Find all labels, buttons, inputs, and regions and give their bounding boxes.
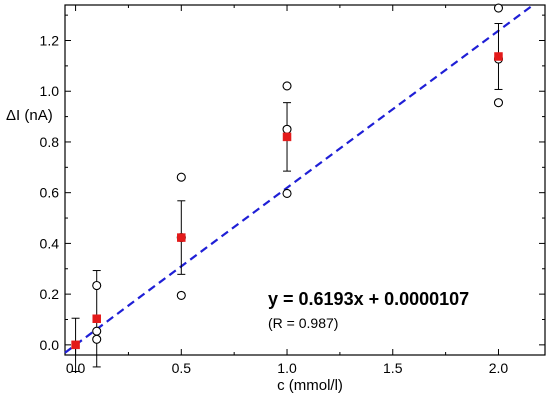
y-tick-label: 0.0 [40,337,60,353]
mean-point-square [92,314,101,323]
data-point-circle [282,81,292,91]
data-point-circle [282,188,292,198]
data-point-circle [493,3,504,13]
x-tick-label: 1.5 [383,360,403,376]
fit-equation: y = 0.6193x + 0.0000107 [268,289,469,309]
data-points [71,3,504,350]
data-point-circle [176,290,186,300]
mean-point-square [177,233,186,242]
y-tick-label: 0.4 [40,235,60,251]
y-axis-label: ΔI (nA) [6,107,53,124]
mean-point-square [71,340,80,350]
x-tick-label: 2.0 [489,360,509,376]
mean-point-square [494,52,503,61]
x-tick-label: 1.0 [277,360,297,376]
axes [64,4,546,356]
y-tick-label: 1.2 [40,33,60,49]
y-tick-label: 0.6 [40,185,60,201]
plot-frame [64,4,546,356]
data-point-circle [493,98,504,108]
data-point-circle [92,280,102,291]
y-tick-label: 0.2 [40,286,60,302]
x-tick-label: 0.5 [172,360,192,376]
y-tick-label: 0.8 [40,134,60,150]
data-point-circle [282,124,292,134]
ticks: 0.0 0.5 1.0 1.5 2.00.00.20.40.60.81.01.2 [40,5,545,376]
r-value-annotation: (R = 0.987) [268,315,338,331]
fit-line-layer [64,4,534,354]
y-tick-label: 1.0 [40,83,60,99]
fit-line [64,4,534,354]
x-axis-label: c (mmol/l) [277,377,343,394]
data-point-circle [92,326,102,336]
mean-point-square [282,132,292,142]
data-point-circle [176,172,186,182]
data-point-circle [92,334,102,344]
